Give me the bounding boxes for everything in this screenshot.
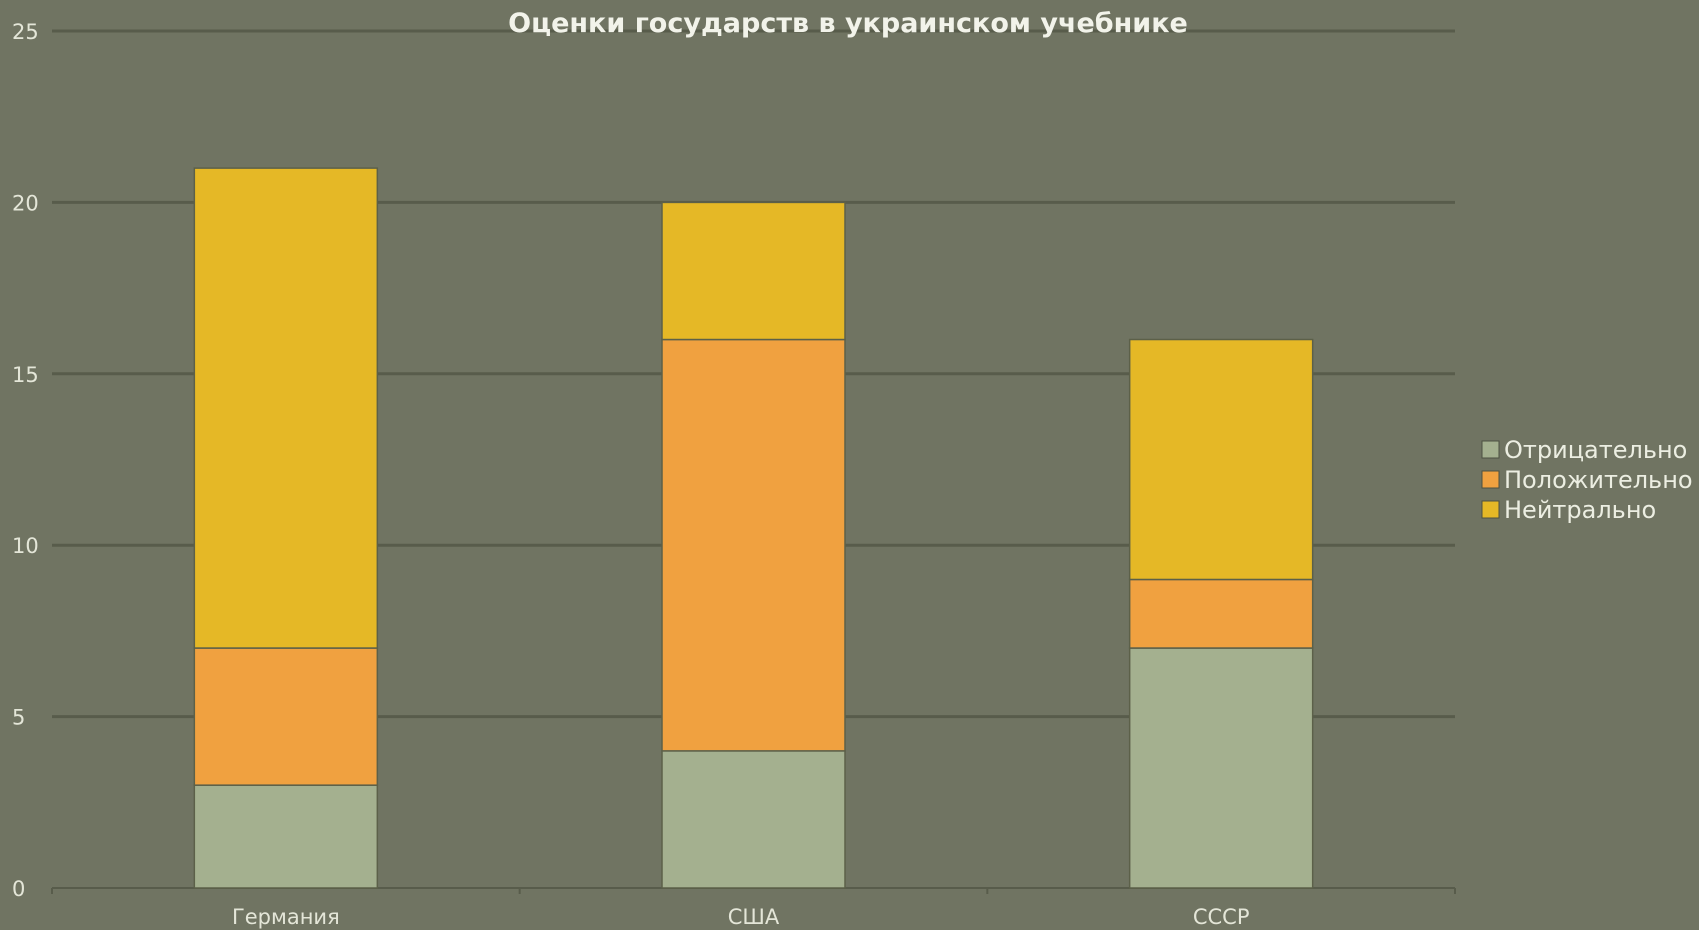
y-tick-label: 15 <box>12 363 39 387</box>
bar-segment <box>193 167 379 649</box>
x-tick-label: США <box>728 905 780 929</box>
legend-swatch <box>1481 470 1500 489</box>
bar-segment <box>193 647 379 786</box>
bars <box>193 167 1314 889</box>
y-tick-label: 5 <box>12 706 25 730</box>
y-tick-label: 20 <box>12 191 39 215</box>
y-tick-label: 0 <box>12 877 25 901</box>
bar-segment <box>661 201 846 341</box>
bar-segment <box>1128 578 1314 649</box>
y-tick-label: 10 <box>12 534 39 558</box>
x-tick-label: Германия <box>232 905 340 929</box>
bar-segment <box>661 750 846 889</box>
legend-label: Положительно <box>1504 466 1693 494</box>
legend-swatch <box>1481 440 1500 459</box>
legend-label: Нейтрально <box>1504 496 1656 524</box>
bar-segment <box>1128 338 1314 581</box>
y-axis-ticks: 0 5 10 15 20 25 <box>12 20 39 901</box>
y-tick-label: 25 <box>12 20 39 44</box>
bar-segment <box>1128 647 1314 889</box>
legend-swatch <box>1481 500 1500 519</box>
bar-segment <box>193 784 379 889</box>
bar-segment <box>661 338 846 752</box>
x-axis-labels: Германия США СССР <box>232 905 1250 929</box>
chart-title: Оценки государств в украинском учебнике <box>508 8 1188 39</box>
x-tick-label: СССР <box>1193 905 1250 929</box>
legend-label: Отрицательно <box>1504 436 1687 464</box>
